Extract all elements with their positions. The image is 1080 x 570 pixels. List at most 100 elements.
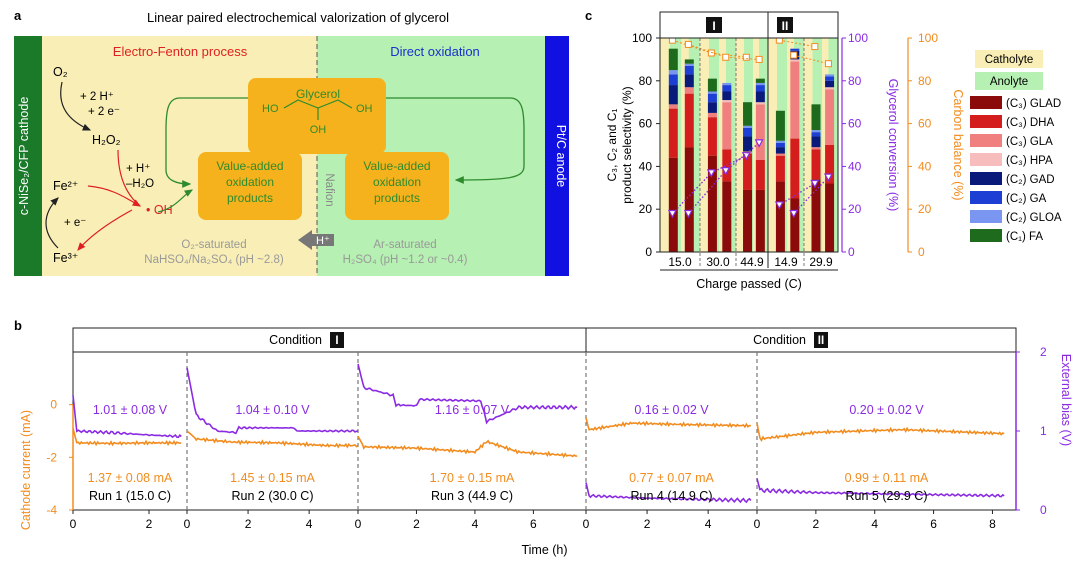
x-tick-label: 30.0 <box>706 255 730 269</box>
glycerol-conversion-point <box>774 201 784 210</box>
glycerol-to-right-arrow <box>386 97 525 184</box>
o2-label: O₂ <box>53 65 68 79</box>
bar-segment <box>825 183 835 252</box>
anode-bar <box>545 36 569 276</box>
reduction-protons: + 2 H⁺ <box>80 91 114 103</box>
legend-catholyte-label: Catholyte <box>985 54 1034 66</box>
time-tick-label: 0 <box>70 517 77 531</box>
bar-segment <box>825 145 835 184</box>
run-label: Run 1 (15.0 C) <box>89 489 171 503</box>
glycerol-tick-label: 0 <box>848 245 855 259</box>
hydroxyl-radical: • OH <box>146 203 173 217</box>
bias-axis-label: External bias (V) <box>1059 354 1073 446</box>
fenton-arrow <box>87 185 142 207</box>
glycerol-ho-left: HO <box>262 103 279 115</box>
x-tick-label: 29.9 <box>809 255 833 269</box>
bar-segment <box>668 157 678 252</box>
time-tick-label: 0 <box>754 517 761 531</box>
y-axis-label-2: product selectivity (%) <box>620 86 634 203</box>
current-tick-label: -4 <box>46 503 57 517</box>
panel-b: b Condition I Condition II -4 -2 0 Cathode curr… <box>14 318 1073 557</box>
carbon-balance-point <box>790 51 798 59</box>
anolyte-condition-1: Ar-saturated <box>373 239 436 251</box>
bar-segment <box>790 61 800 139</box>
current-tick-label: -2 <box>46 450 57 464</box>
bar-segment <box>755 104 765 160</box>
fe-regeneration-arrow <box>45 197 59 249</box>
bar-segment <box>755 102 765 105</box>
bias-tick-label: 1 <box>1040 424 1047 438</box>
carbon-balance-point <box>755 55 763 63</box>
proton-add-label: + H⁺ <box>126 163 150 175</box>
carbon-balance-point <box>722 53 730 61</box>
h2o2-fenton-arrow <box>117 149 141 207</box>
bar-segment <box>811 149 821 180</box>
bar-segment <box>684 147 694 252</box>
current-trace <box>585 417 751 431</box>
run-label: Run 4 (14.9 C) <box>631 489 713 503</box>
condition-badge <box>330 332 344 348</box>
reduction-arrow <box>60 81 92 131</box>
glycerol-conversion-point <box>754 139 764 148</box>
bar-segment <box>790 48 800 51</box>
run-label: Run 2 (30.0 C) <box>232 489 314 503</box>
bar-segment <box>775 181 785 252</box>
time-tick-label: 4 <box>472 517 479 531</box>
bar-segment <box>743 136 753 152</box>
glycerol-axis-label: Glycerol conversion (%) <box>886 79 900 212</box>
bar-segment <box>825 76 835 81</box>
x-tick-label: 44.9 <box>740 255 764 269</box>
y-tick-label: 20 <box>639 202 653 216</box>
legend-series-swatch <box>970 134 1002 147</box>
cathode-label: c-NiSe₂/CFP cathode <box>17 97 31 216</box>
legend-series-swatch <box>970 115 1002 128</box>
bar-segment <box>707 102 717 113</box>
oh-to-products-arrow <box>157 189 194 213</box>
bar-segment <box>668 70 678 75</box>
time-tick-label: 4 <box>306 517 313 531</box>
panel-b-traces <box>72 363 1005 504</box>
carbon-balance-point <box>824 60 832 68</box>
glycerol-conversion-point <box>823 173 833 182</box>
nafion-label: Nafion <box>323 173 335 206</box>
legend-series-swatch <box>970 153 1002 166</box>
bar-segment <box>811 179 821 252</box>
glycerol-conversion-point <box>789 209 799 219</box>
condition-badge-label: II <box>818 335 824 347</box>
bar-segment <box>707 117 717 156</box>
bias-trace <box>357 363 578 425</box>
legend-series-label: (C₃) HPA <box>1006 155 1053 167</box>
legend-series-swatch <box>970 229 1002 242</box>
time-tick-label: 6 <box>530 517 537 531</box>
product-left-line-1: Value-added <box>216 159 283 173</box>
carbon-tick-label: 80 <box>918 74 932 88</box>
bar-segment <box>684 59 694 64</box>
bar-segment <box>722 100 732 103</box>
bias-value-label: 0.16 ± 0.02 V <box>634 403 709 417</box>
current-trace <box>756 422 1005 442</box>
y-tick-label: 60 <box>639 117 653 131</box>
bar-segment <box>722 102 732 150</box>
glycerol-conversion-point <box>810 179 820 189</box>
bar-segment <box>743 153 753 190</box>
bar-segment <box>668 85 678 105</box>
bar-segment <box>743 125 753 128</box>
time-tick-label: 0 <box>355 517 362 531</box>
bar-segment <box>825 87 835 90</box>
current-trace <box>357 435 578 459</box>
current-tick-label: 0 <box>50 398 57 412</box>
bar-segment <box>684 87 694 94</box>
x-tick-label: 14.9 <box>774 255 798 269</box>
condition-title: Condition <box>753 333 806 347</box>
current-value-label: 0.77 ± 0.07 mA <box>629 471 714 485</box>
condition-badge-label: II <box>782 19 789 33</box>
bar-segment <box>775 110 785 141</box>
bar-segment <box>722 91 732 101</box>
glycerol-tick-label: 40 <box>848 159 862 173</box>
condition-badge-label: I <box>335 335 338 347</box>
anode-label: Pt/C anode <box>554 125 568 188</box>
glycerol-tick-label: 20 <box>848 202 862 216</box>
bar-segment <box>684 65 694 75</box>
legend-series-label: (C₂) GLOA <box>1006 212 1062 224</box>
